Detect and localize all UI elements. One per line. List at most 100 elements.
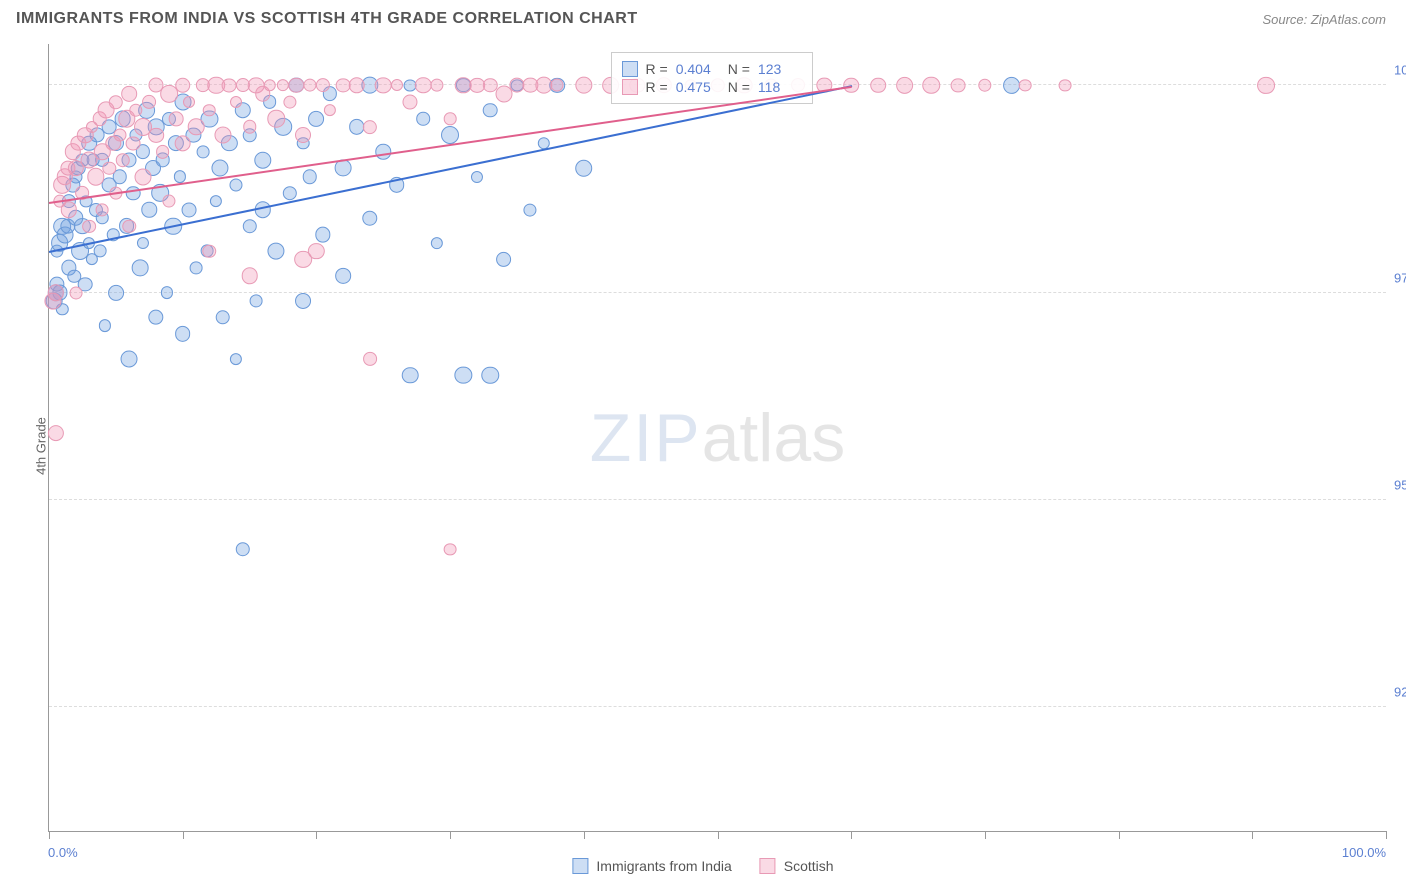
data-point xyxy=(142,202,157,217)
data-point xyxy=(282,186,296,200)
x-tick xyxy=(316,831,317,839)
legend-item: Immigrants from India xyxy=(572,858,731,874)
data-point xyxy=(471,171,483,183)
source-attribution: Source: ZipAtlas.com xyxy=(1262,12,1386,27)
legend-swatch xyxy=(622,79,638,95)
data-point xyxy=(870,78,886,94)
legend: Immigrants from India Scottish xyxy=(572,858,833,874)
data-point xyxy=(277,79,289,91)
data-point xyxy=(481,367,498,384)
data-point xyxy=(315,227,330,242)
data-point xyxy=(203,244,217,258)
data-point xyxy=(175,78,191,94)
data-point xyxy=(113,129,126,142)
watermark-bold: ZIP xyxy=(590,400,702,476)
data-point xyxy=(121,86,137,102)
scatter-plot: ZIPatlas 100.0%97.5%95.0%92.5%R =0.404N … xyxy=(48,44,1386,832)
x-max-label: 100.0% xyxy=(1342,845,1386,860)
data-point xyxy=(363,352,377,366)
y-tick-label: 95.0% xyxy=(1394,477,1406,492)
y-tick-label: 97.5% xyxy=(1394,270,1406,285)
legend-swatch xyxy=(572,858,588,874)
data-point xyxy=(121,350,138,367)
watermark-light: atlas xyxy=(702,400,846,476)
data-point xyxy=(175,326,191,342)
legend-swatch xyxy=(760,858,776,874)
x-tick xyxy=(450,831,451,839)
legend-swatch xyxy=(622,61,638,77)
data-point xyxy=(254,151,271,168)
data-point xyxy=(210,195,222,207)
data-point xyxy=(483,103,498,118)
n-value: 123 xyxy=(758,61,802,77)
data-point xyxy=(923,77,941,95)
data-point xyxy=(69,286,82,299)
data-point xyxy=(402,94,417,109)
data-point xyxy=(148,127,164,143)
data-point xyxy=(250,294,263,307)
data-point xyxy=(203,104,216,117)
data-point xyxy=(896,77,914,95)
data-point xyxy=(242,219,256,233)
data-point xyxy=(230,353,242,365)
data-point xyxy=(575,77,592,94)
data-point xyxy=(96,203,109,216)
data-point xyxy=(134,168,151,185)
data-point xyxy=(163,195,176,208)
data-point xyxy=(302,169,317,184)
data-point xyxy=(415,77,431,93)
data-point xyxy=(222,78,237,93)
data-point xyxy=(324,104,336,116)
data-point xyxy=(430,79,443,92)
data-point xyxy=(148,310,163,325)
data-point xyxy=(263,79,275,91)
y-axis-label: 4th Grade xyxy=(33,417,48,475)
r-value: 0.475 xyxy=(676,79,720,95)
data-point xyxy=(1257,76,1275,94)
data-point xyxy=(375,77,392,94)
data-point xyxy=(575,159,593,177)
data-point xyxy=(169,111,184,126)
data-point xyxy=(82,219,96,233)
data-point xyxy=(142,95,156,109)
x-tick xyxy=(851,831,852,839)
data-point xyxy=(268,243,285,260)
r-label: R = xyxy=(646,61,668,77)
data-point xyxy=(376,144,391,159)
legend-label: Immigrants from India xyxy=(596,858,731,874)
legend-label: Scottish xyxy=(784,858,834,874)
y-tick-label: 92.5% xyxy=(1394,684,1406,699)
data-point xyxy=(348,77,365,94)
data-point xyxy=(188,119,205,136)
data-point xyxy=(99,320,111,332)
data-point xyxy=(230,96,242,108)
x-tick xyxy=(718,831,719,839)
gridline xyxy=(49,706,1386,707)
data-point xyxy=(431,237,443,249)
data-point xyxy=(48,425,64,441)
data-point xyxy=(951,78,966,93)
data-point xyxy=(455,367,472,384)
x-tick xyxy=(49,831,50,839)
gridline xyxy=(49,499,1386,500)
data-point xyxy=(362,210,377,225)
data-point xyxy=(126,136,141,151)
data-point xyxy=(308,111,324,127)
data-point xyxy=(183,96,195,108)
data-point xyxy=(441,126,459,144)
data-point xyxy=(444,112,457,125)
data-point xyxy=(335,268,351,284)
stats-row: R =0.404N =123 xyxy=(622,61,802,77)
data-point xyxy=(212,160,229,177)
data-point xyxy=(289,78,305,94)
data-point xyxy=(156,145,170,159)
data-point xyxy=(137,237,149,249)
data-point xyxy=(363,120,377,134)
data-point xyxy=(161,286,173,298)
r-value: 0.404 xyxy=(676,61,720,77)
data-point xyxy=(122,220,136,234)
data-point xyxy=(303,79,316,92)
data-point xyxy=(294,251,312,269)
x-tick xyxy=(1252,831,1253,839)
x-tick xyxy=(183,831,184,839)
